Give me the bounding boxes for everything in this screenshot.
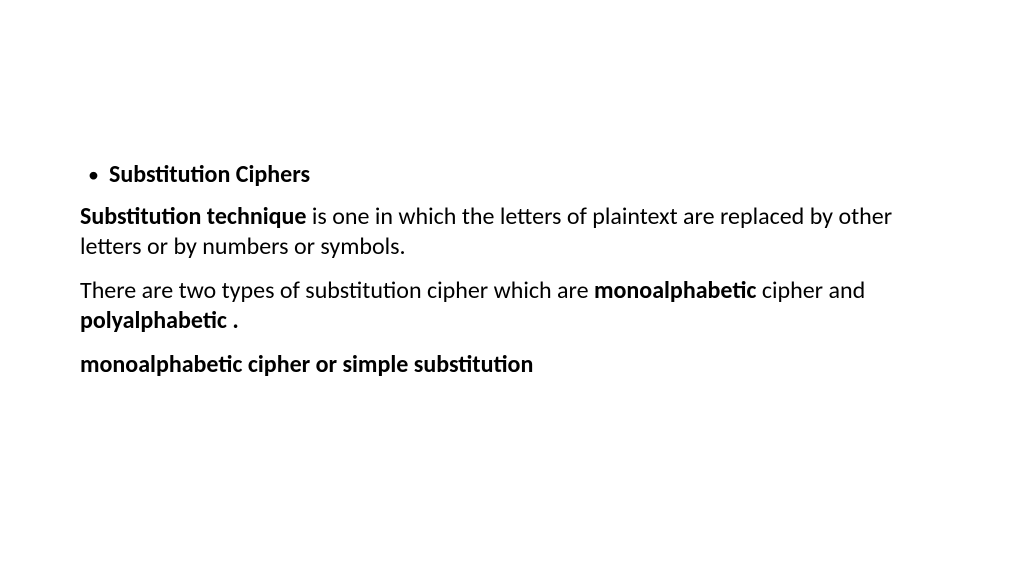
bullet-item: • Substitution Ciphers xyxy=(88,160,954,190)
p2-bold-1: monoalphabetic xyxy=(594,276,756,305)
p1-bold: Substitution technique xyxy=(80,202,306,231)
bullet-heading: Substitution Ciphers xyxy=(109,160,310,190)
paragraph-3: monoalphabetic cipher or simple substitu… xyxy=(80,350,954,380)
slide-content: • Substitution Ciphers Substitution tech… xyxy=(80,160,954,394)
paragraph-2: There are two types of substitution ciph… xyxy=(80,276,954,336)
p2-text-a: There are two types of substitution ciph… xyxy=(80,276,594,305)
p2-text-c: cipher and xyxy=(756,276,865,305)
p2-bold-2: polyalphabetic . xyxy=(80,306,239,335)
bullet-marker: • xyxy=(88,160,99,190)
paragraph-1: Substitution technique is one in which t… xyxy=(80,202,954,262)
